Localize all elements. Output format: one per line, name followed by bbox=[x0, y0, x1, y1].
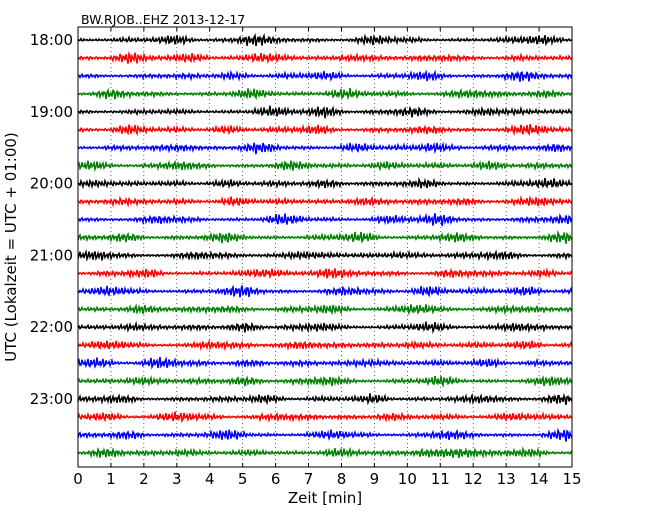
trace-row-1 bbox=[77, 51, 573, 65]
y-tick-label: 22:00 bbox=[30, 318, 73, 336]
trace-row-15 bbox=[77, 303, 573, 316]
x-tick-label: 2 bbox=[139, 470, 149, 488]
x-tick-label: 8 bbox=[337, 470, 347, 488]
trace-row-3 bbox=[77, 87, 573, 101]
y-tick-label: 19:00 bbox=[30, 103, 73, 121]
x-tick-label: 12 bbox=[464, 470, 483, 488]
y-tick-label: 20:00 bbox=[30, 175, 73, 193]
trace-row-21 bbox=[77, 411, 573, 424]
x-tick-label: 11 bbox=[431, 470, 450, 488]
x-axis: 0 1 2 3 4 5 6 7 8 9 10 11 12 13 14 15 bbox=[73, 27, 582, 488]
y-tick-label: 21:00 bbox=[30, 246, 73, 264]
trace-row-17 bbox=[77, 339, 573, 352]
trace-row-9 bbox=[77, 195, 573, 208]
x-tick-label: 0 bbox=[73, 470, 83, 488]
chart-title: BW.RJOB..EHZ 2013-12-17 bbox=[81, 12, 245, 27]
trace-row-2 bbox=[77, 69, 573, 82]
x-tick-label: 3 bbox=[172, 470, 182, 488]
x-tick-label: 7 bbox=[304, 470, 314, 488]
y-axis-label: UTC (Lokalzeit = UTC + 01:00) bbox=[2, 132, 20, 362]
x-axis-label: Zeit [min] bbox=[288, 489, 362, 507]
trace-row-16 bbox=[77, 320, 573, 335]
x-tick-label: 15 bbox=[562, 470, 581, 488]
x-tick-label: 13 bbox=[497, 470, 516, 488]
trace-row-4 bbox=[77, 105, 573, 119]
trace-row-6 bbox=[77, 141, 573, 155]
trace-row-18 bbox=[77, 356, 573, 370]
x-tick-label: 6 bbox=[271, 470, 281, 488]
x-tick-label: 9 bbox=[370, 470, 380, 488]
y-axis: 18:00 19:00 20:00 21:00 22:00 23:00 bbox=[30, 31, 572, 408]
trace-row-23 bbox=[77, 446, 573, 459]
trace-row-10 bbox=[77, 212, 573, 227]
trace-row-11 bbox=[77, 229, 573, 244]
trace-row-12 bbox=[77, 248, 573, 262]
vertical-grid bbox=[110, 27, 540, 467]
x-tick-label: 10 bbox=[398, 470, 417, 488]
trace-row-8 bbox=[77, 176, 573, 190]
x-tick-label: 1 bbox=[106, 470, 116, 488]
trace-row-22 bbox=[77, 427, 573, 442]
trace-row-13 bbox=[77, 267, 573, 280]
trace-row-5 bbox=[77, 123, 573, 137]
seismic-traces bbox=[77, 33, 573, 459]
plot-frame bbox=[77, 26, 573, 468]
trace-row-20 bbox=[77, 392, 573, 406]
trace-row-14 bbox=[77, 284, 573, 298]
trace-row-7 bbox=[77, 159, 573, 173]
x-tick-label: 4 bbox=[205, 470, 215, 488]
x-tick-label: 14 bbox=[530, 470, 549, 488]
y-tick-label: 18:00 bbox=[30, 31, 73, 49]
x-tick-label: 5 bbox=[238, 470, 248, 488]
trace-row-0 bbox=[77, 33, 573, 47]
y-tick-label: 23:00 bbox=[30, 390, 73, 408]
trace-row-19 bbox=[77, 374, 573, 389]
